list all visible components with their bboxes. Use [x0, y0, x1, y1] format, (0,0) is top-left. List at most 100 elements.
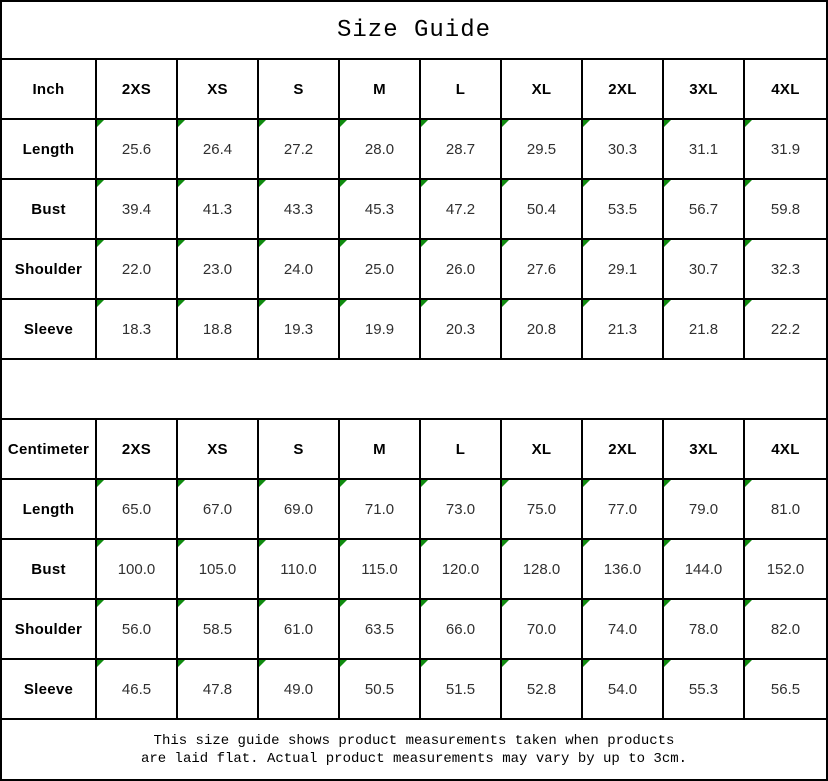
comment-marker-triangle-icon — [502, 540, 509, 547]
measurement-cell-label: 45.3 — [364, 200, 395, 218]
comment-marker-triangle-icon — [178, 660, 185, 667]
measurement-cell-label: 27.6 — [526, 260, 557, 278]
size-col-header-label: 4XL — [771, 80, 800, 98]
size-col-header: 4XL — [745, 420, 826, 480]
size-col-header: XL — [502, 60, 583, 120]
comment-marker-triangle-icon — [178, 480, 185, 487]
measurement-cell: 79.0 — [664, 480, 745, 540]
comment-marker-triangle-icon — [583, 540, 590, 547]
comment-marker-triangle-icon — [178, 540, 185, 547]
measurement-cell: 105.0 — [178, 540, 259, 600]
size-col-header-label: M — [373, 440, 386, 458]
measurement-cell-label: 20.3 — [445, 320, 476, 338]
size-table-inch: Inch 2XS XS S M L XL 2XL 3XL 4XL Length 25.6 26.4 27.… — [2, 60, 826, 360]
measurement-cell-label: 144.0 — [684, 560, 723, 578]
measurement-cell-label: 115.0 — [361, 560, 398, 578]
row-label-label: Length — [22, 500, 75, 518]
comment-marker-triangle-icon — [421, 660, 428, 667]
measurement-cell-label: 74.0 — [607, 620, 638, 638]
size-col-header-label: L — [455, 440, 466, 458]
comment-marker-triangle-icon — [340, 540, 347, 547]
measurement-cell: 29.5 — [502, 120, 583, 180]
measurement-cell: 25.6 — [97, 120, 178, 180]
measurement-cell-label: 65.0 — [121, 500, 152, 518]
measurement-cell-label: 58.5 — [202, 620, 233, 638]
unit-header-cell: Centimeter — [2, 420, 97, 480]
comment-marker-triangle-icon — [178, 180, 185, 187]
measurement-cell-label: 51.5 — [445, 680, 476, 698]
measurement-cell-label: 78.0 — [688, 620, 719, 638]
measurement-cell-label: 26.4 — [202, 140, 233, 158]
measurement-cell: 27.6 — [502, 240, 583, 300]
comment-marker-triangle-icon — [583, 300, 590, 307]
comment-marker-triangle-icon — [259, 300, 266, 307]
measurement-cell: 26.0 — [421, 240, 502, 300]
comment-marker-triangle-icon — [664, 480, 671, 487]
measurement-cell-label: 73.0 — [445, 500, 476, 518]
comment-marker-triangle-icon — [745, 540, 752, 547]
size-col-header-label: XS — [207, 80, 228, 98]
comment-marker-triangle-icon — [259, 120, 266, 127]
comment-marker-triangle-icon — [259, 540, 266, 547]
comment-marker-triangle-icon — [502, 180, 509, 187]
measurement-cell-label: 77.0 — [607, 500, 638, 518]
comment-marker-triangle-icon — [583, 600, 590, 607]
measurement-cell-label: 46.5 — [121, 680, 152, 698]
measurement-cell: 65.0 — [97, 480, 178, 540]
measurement-cell: 81.0 — [745, 480, 826, 540]
comment-marker-triangle-icon — [745, 660, 752, 667]
measurement-cell-label: 31.9 — [770, 140, 801, 158]
comment-marker-triangle-icon — [502, 600, 509, 607]
measurement-cell-label: 32.3 — [770, 260, 801, 278]
measurement-cell: 49.0 — [259, 660, 340, 720]
comment-marker-triangle-icon — [502, 480, 509, 487]
unit-header-cell: Inch — [2, 60, 97, 120]
measurement-cell-label: 75.0 — [526, 500, 557, 518]
size-col-header-label: 3XL — [689, 80, 718, 98]
measurement-cell: 58.5 — [178, 600, 259, 660]
comment-marker-triangle-icon — [421, 540, 428, 547]
measurement-cell: 61.0 — [259, 600, 340, 660]
comment-marker-triangle-icon — [664, 660, 671, 667]
measurement-cell-label: 70.0 — [526, 620, 557, 638]
measurement-cell: 26.4 — [178, 120, 259, 180]
comment-marker-triangle-icon — [97, 480, 104, 487]
measurement-cell-label: 105.0 — [198, 560, 237, 578]
measurement-cell: 29.1 — [583, 240, 664, 300]
unit-header-cell-label: Inch — [32, 80, 65, 98]
measurement-cell: 74.0 — [583, 600, 664, 660]
measurement-cell-label: 29.1 — [607, 260, 638, 278]
measurement-cell-label: 52.8 — [526, 680, 557, 698]
measurement-cell: 31.9 — [745, 120, 826, 180]
measurement-cell: 53.5 — [583, 180, 664, 240]
measurement-cell-label: 30.7 — [688, 260, 719, 278]
measurement-cell: 18.3 — [97, 300, 178, 360]
measurement-cell-label: 43.3 — [283, 200, 314, 218]
size-col-header: 4XL — [745, 60, 826, 120]
measurement-cell: 100.0 — [97, 540, 178, 600]
measurement-cell-label: 67.0 — [202, 500, 233, 518]
comment-marker-triangle-icon — [340, 600, 347, 607]
comment-marker-triangle-icon — [97, 240, 104, 247]
size-table-centimeter: Centimeter 2XS XS S M L XL 2XL 3XL 4XL Length 65.0 6… — [2, 420, 826, 720]
measurement-cell-label: 25.6 — [121, 140, 152, 158]
comment-marker-triangle-icon — [178, 300, 185, 307]
measurement-cell: 30.3 — [583, 120, 664, 180]
size-col-header: L — [421, 60, 502, 120]
size-col-header: XL — [502, 420, 583, 480]
comment-marker-triangle-icon — [178, 240, 185, 247]
comment-marker-triangle-icon — [421, 300, 428, 307]
measurement-cell-label: 30.3 — [607, 140, 638, 158]
comment-marker-triangle-icon — [583, 120, 590, 127]
comment-marker-triangle-icon — [745, 180, 752, 187]
comment-marker-triangle-icon — [745, 240, 752, 247]
measurement-cell: 27.2 — [259, 120, 340, 180]
row-label: Shoulder — [2, 240, 97, 300]
size-col-header: 3XL — [664, 60, 745, 120]
comment-marker-triangle-icon — [745, 300, 752, 307]
size-col-header-label: XS — [207, 440, 228, 458]
measurement-cell: 71.0 — [340, 480, 421, 540]
row-label: Sleeve — [2, 300, 97, 360]
comment-marker-triangle-icon — [340, 240, 347, 247]
